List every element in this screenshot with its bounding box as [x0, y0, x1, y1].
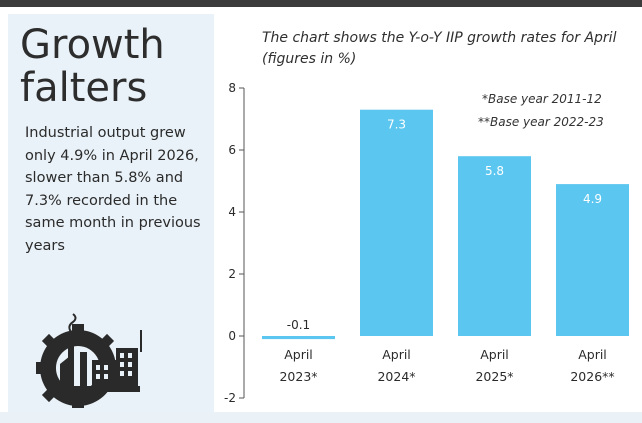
bar-value-label: -0.1	[287, 318, 310, 332]
info-panel	[8, 14, 214, 412]
y-tick-label: 6	[228, 143, 236, 157]
bar-value-label: 5.8	[485, 164, 504, 178]
y-tick-label: 0	[228, 329, 236, 343]
x-category-label: April	[284, 347, 313, 362]
bar	[262, 336, 335, 340]
x-category-label: April	[480, 347, 509, 362]
bar	[556, 184, 629, 336]
y-tick-label: 2	[228, 267, 236, 281]
top-rule	[0, 0, 642, 7]
y-tick-label: 4	[228, 205, 236, 219]
x-category-label: April	[382, 347, 411, 362]
bar-value-label: 4.9	[583, 192, 602, 206]
x-category-label: 2023*	[279, 369, 317, 384]
y-tick-label: -2	[224, 391, 236, 405]
x-category-label: April	[578, 347, 607, 362]
factory-gear-icon	[36, 313, 142, 408]
x-category-label: 2026**	[570, 369, 614, 384]
base-year-note-2: **Base year 2022-23	[478, 115, 604, 129]
bar	[360, 109, 433, 336]
bottom-strip	[0, 412, 642, 423]
x-category-label: 2024*	[377, 369, 415, 384]
chart-subtitle: The chart shows the Y-o-Y IIP growth rat…	[262, 30, 617, 67]
headline: Growth falters	[20, 22, 165, 111]
base-year-note-1: *Base year 2011-12	[482, 92, 602, 106]
y-tick-label: 8	[228, 81, 236, 95]
bar-value-label: 7.3	[387, 118, 406, 132]
bar	[458, 156, 531, 336]
summary-text: Industrial output grew only 4.9% in Apri…	[25, 125, 201, 254]
x-category-label: 2025*	[475, 369, 513, 384]
